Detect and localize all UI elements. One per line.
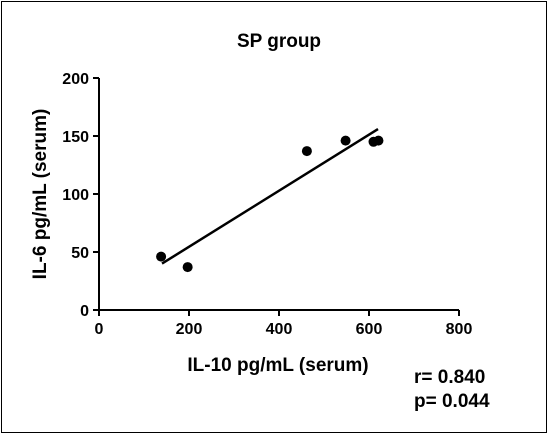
chart-title: SP group <box>237 31 321 52</box>
axes <box>98 78 459 311</box>
data-point <box>340 135 351 146</box>
data-point <box>156 251 167 262</box>
data-points <box>156 135 384 273</box>
r-value: r= 0.840 <box>414 367 485 388</box>
regression-line-group <box>161 127 379 265</box>
y-axis-label: IL-6 pg/mL (serum) <box>30 109 51 280</box>
data-point <box>301 146 312 157</box>
x-tick-label: 600 <box>356 321 383 338</box>
regression-line <box>161 127 379 265</box>
data-point <box>182 262 193 273</box>
y-tick-label: 0 <box>80 303 89 320</box>
x-tick-label: 200 <box>176 321 203 338</box>
x-tick-label: 0 <box>95 321 104 338</box>
y-ticks: 0 50 100 150 200 <box>62 71 99 320</box>
x-tick-label: 400 <box>266 321 293 338</box>
data-point <box>373 135 384 146</box>
y-tick-label: 200 <box>62 71 89 88</box>
x-ticks: 0 200 400 600 800 <box>95 310 473 338</box>
y-tick-label: 100 <box>62 187 89 204</box>
x-tick-label: 800 <box>446 321 473 338</box>
y-tick-label: 50 <box>71 245 89 262</box>
y-tick-label: 150 <box>62 129 89 146</box>
p-value: p= 0.044 <box>414 391 490 412</box>
x-axis-label: IL-10 pg/mL (serum) <box>187 355 368 376</box>
